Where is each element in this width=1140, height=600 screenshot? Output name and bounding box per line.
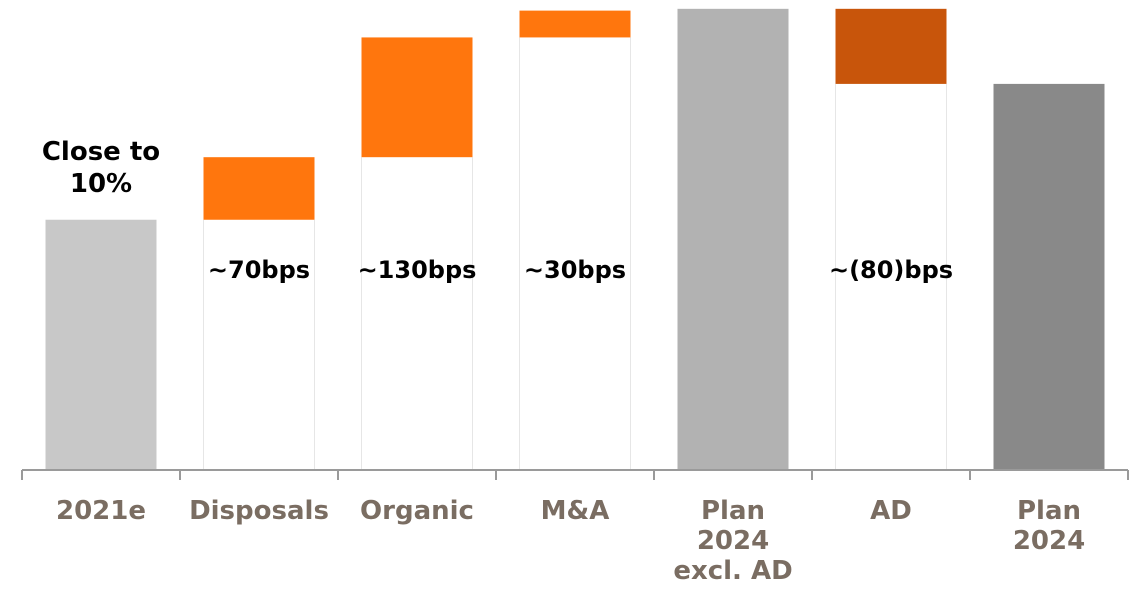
x-tick-label: Disposals — [189, 496, 329, 526]
x-axis: 2021e Disposals Organic M&A Plan 2024 excl. AD… — [21, 469, 1129, 586]
x-tick-label: AD — [870, 496, 912, 526]
bar-delta-label: ~70bps — [208, 256, 310, 284]
data-labels: Close to 10% ~70bps ~130bps ~30bps ~(80)bps — [42, 137, 953, 284]
bar-delta-label: ~130bps — [358, 256, 477, 284]
bar-delta-label: ~30bps — [524, 256, 626, 284]
x-tick-label-line: Organic — [360, 496, 474, 526]
x-tick-label-line: 2024 — [697, 526, 769, 556]
x-tick-label: M&A — [541, 496, 610, 526]
bar — [361, 37, 473, 158]
x-tick-label: Organic — [360, 496, 474, 526]
x-tick-label-line: Plan — [1017, 496, 1081, 526]
x-tick-label-line: Plan — [701, 496, 765, 526]
bar — [677, 8, 789, 470]
bar-value-label-line: 10% — [70, 169, 132, 199]
bar — [519, 10, 631, 38]
x-tick-label: Plan 2024 excl. AD — [673, 496, 792, 586]
connector-lines — [203, 37, 947, 470]
x-tick-label: Plan 2024 — [1013, 496, 1085, 556]
bar — [835, 8, 947, 84]
bars-group — [45, 8, 1105, 471]
bar-value-label: Close to 10% — [42, 137, 160, 199]
bar — [203, 157, 315, 220]
bar — [993, 83, 1105, 471]
x-tick-label-line: AD — [870, 496, 912, 526]
x-tick-label: 2021e — [56, 496, 146, 526]
x-tick-label-line: 2024 — [1013, 526, 1085, 556]
bar — [45, 219, 157, 470]
x-tick-label-line: excl. AD — [673, 556, 792, 586]
bar-delta-label: ~(80)bps — [829, 256, 953, 284]
x-tick-label-line: 2021e — [56, 496, 146, 526]
bar-value-label-line: Close to — [42, 137, 160, 167]
x-tick-label-line: Disposals — [189, 496, 329, 526]
x-tick-label-line: M&A — [541, 496, 610, 526]
